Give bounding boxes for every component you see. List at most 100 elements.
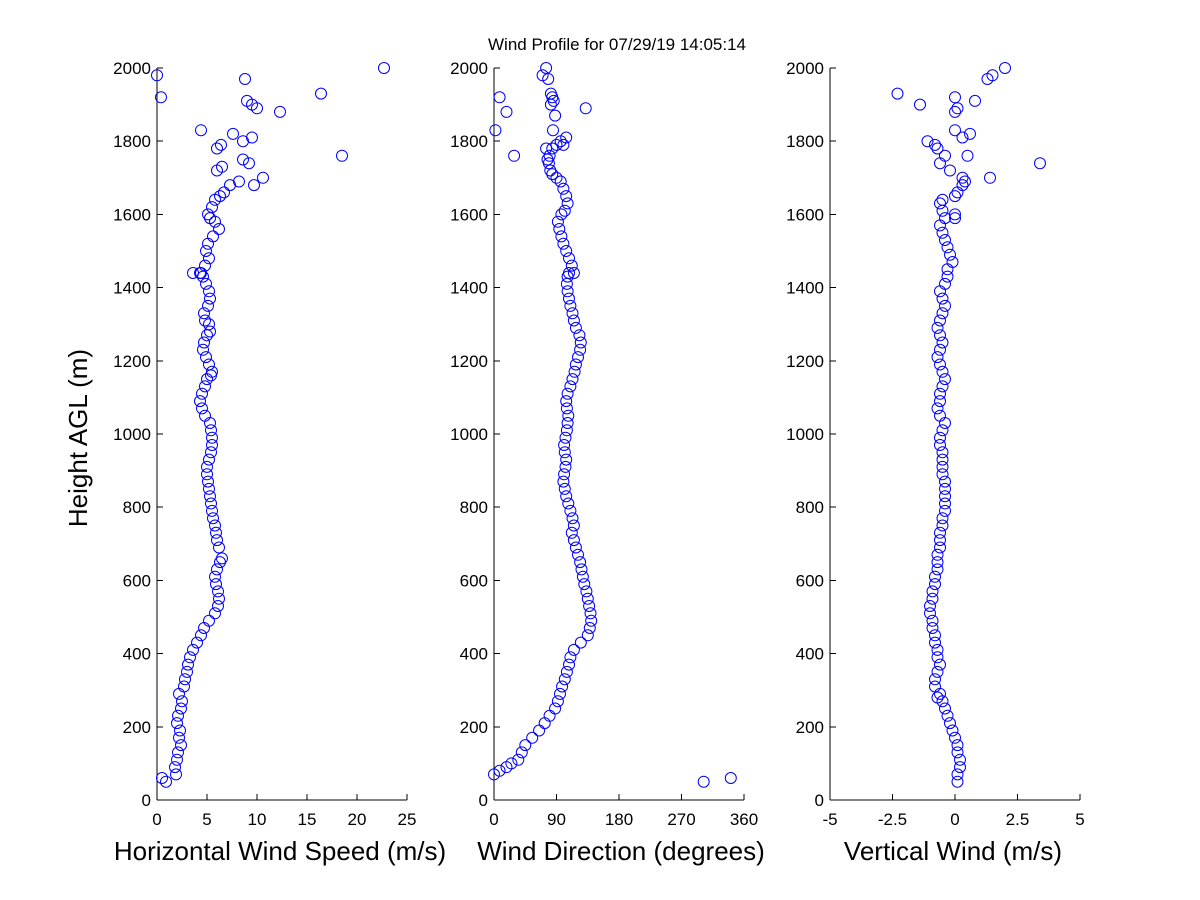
y-tick-label: 200: [796, 718, 824, 737]
data-point: [934, 314, 946, 327]
data-point: [939, 417, 951, 429]
figure-title: Wind Profile for 07/29/19 14:05:14: [488, 35, 746, 54]
data-point: [934, 358, 946, 371]
data-point: [378, 62, 390, 74]
data-point: [574, 556, 587, 569]
data-point: [549, 702, 562, 715]
data-point: [569, 321, 582, 334]
data-point: [969, 94, 981, 107]
data-point: [199, 314, 211, 327]
data-point: [934, 285, 946, 298]
data-point: [202, 475, 214, 488]
x-tick-label: -2.5: [878, 810, 907, 829]
data-point: [173, 687, 185, 700]
data-point: [934, 395, 946, 408]
data-point: [198, 307, 210, 320]
data-point: [558, 204, 571, 217]
data-point: [551, 695, 564, 708]
data-point: [936, 460, 949, 473]
data-point: [203, 285, 215, 298]
x-tick-label: -5: [822, 810, 837, 829]
data-point: [936, 365, 949, 378]
x-tick-label: 20: [348, 810, 367, 829]
panel-vertical-wind: 0 200 400 600 800 1000 1200 1400 1600 1800 2000 -5 -…: [786, 59, 1085, 866]
data-point: [214, 190, 226, 203]
data-point: [196, 402, 208, 415]
data-point: [274, 105, 286, 118]
y-tick-label: 1400: [113, 279, 151, 298]
data-point: [934, 541, 946, 554]
data-point: [964, 127, 976, 140]
data-point: [209, 570, 221, 583]
data-point: [564, 504, 577, 517]
data-point: [206, 504, 218, 517]
y-tick-label: 1600: [786, 205, 824, 224]
data-point: [926, 585, 939, 598]
data-point: [939, 504, 951, 517]
data-point: [216, 552, 228, 565]
data-point: [175, 702, 187, 715]
data-point: [561, 417, 574, 429]
data-point: [544, 164, 557, 177]
data-point: [573, 329, 586, 342]
data-point: [566, 373, 579, 386]
data-point: [951, 102, 964, 115]
data-point: [559, 460, 572, 473]
x-tick-label: 15: [298, 810, 317, 829]
data-point: [493, 764, 506, 777]
data-point: [215, 138, 227, 151]
data-point: [583, 600, 596, 612]
data-point: [544, 98, 557, 111]
x-tick-label: 25: [398, 810, 417, 829]
data-point: [986, 69, 999, 82]
data-point: [931, 402, 944, 415]
data-point: [558, 482, 571, 495]
y-tick-label: 1600: [450, 205, 488, 224]
data-point: [206, 365, 218, 378]
y-tick-label: 200: [460, 718, 488, 737]
data-point: [572, 548, 584, 561]
y-tick-label: 1600: [113, 205, 151, 224]
x-tick-label: 0: [950, 810, 959, 829]
data-point: [239, 73, 251, 85]
data-point: [233, 175, 245, 188]
data-point: [536, 69, 549, 82]
x-tick-label: 10: [248, 810, 267, 829]
data-point: [178, 680, 190, 693]
data-point: [939, 490, 951, 503]
data-point: [579, 102, 592, 115]
data-point: [544, 87, 557, 100]
data-point: [924, 607, 936, 620]
data-point: [934, 439, 946, 451]
data-point: [202, 237, 214, 250]
data-point: [207, 512, 219, 525]
data-point: [172, 746, 184, 759]
data-point: [198, 622, 210, 634]
data-point: [946, 256, 959, 268]
data-point: [181, 665, 193, 678]
data-point: [929, 636, 941, 649]
data-point: [931, 556, 944, 569]
data-point: [203, 614, 215, 627]
data-point: [176, 695, 188, 708]
data-point: [984, 171, 996, 184]
data-point: [954, 761, 966, 774]
data-point: [560, 190, 573, 203]
data-point: [564, 299, 577, 312]
data-point: [562, 409, 575, 422]
y-tick-label: 0: [815, 791, 824, 810]
data-point: [182, 658, 194, 671]
x-tick-label: 5: [202, 810, 211, 829]
data-point: [584, 607, 597, 620]
data-point: [557, 138, 570, 151]
data-point: [194, 395, 206, 408]
data-point: [581, 592, 594, 605]
data-point: [568, 365, 581, 378]
data-point: [934, 197, 946, 210]
data-point: [204, 490, 216, 503]
data-point: [939, 475, 951, 488]
data-point: [187, 267, 199, 279]
data-point: [179, 673, 191, 686]
data-point: [563, 658, 575, 671]
data-point: [210, 526, 222, 539]
